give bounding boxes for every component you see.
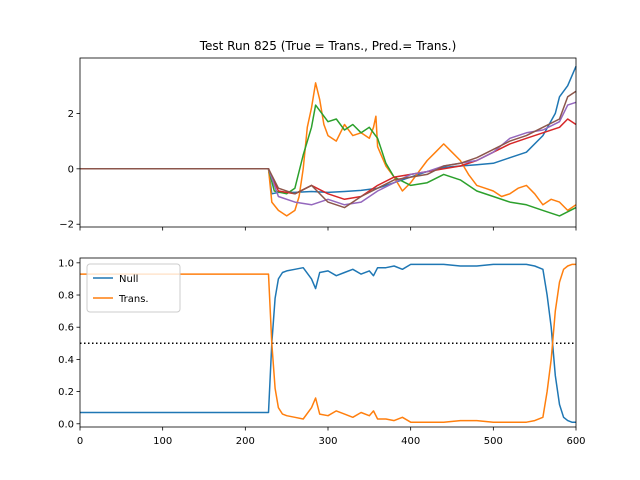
bottom-x-tick-label: 600 xyxy=(566,436,585,447)
bottom-y-tick-label: 0.4 xyxy=(58,355,74,366)
top-panel-series xyxy=(80,66,577,217)
bottom-panel-series xyxy=(80,263,576,423)
legend-label-trans: Trans. xyxy=(118,294,149,305)
top-panel-frame xyxy=(79,57,577,228)
top-y-tick-label: 2 xyxy=(68,109,74,120)
top-series-line-6 xyxy=(80,90,577,209)
top-panel-title: Test Run 825 (True = Trans., Pred.= Tran… xyxy=(199,39,457,53)
bottom-y-tick-label: 1.0 xyxy=(58,258,74,269)
bottom-series-line-null xyxy=(80,263,576,423)
bottom-panel-frame xyxy=(79,257,577,428)
legend-box xyxy=(86,263,181,313)
bottom-y-tick-label: 0.2 xyxy=(58,387,74,398)
bottom-x-tick-label: 500 xyxy=(484,436,503,447)
legend-label-null: Null xyxy=(119,274,138,285)
bottom-y-tick-label: 0.8 xyxy=(58,291,74,302)
bottom-y-tick-label: 0.6 xyxy=(58,323,74,334)
top-panel-axes: −2 0 2 xyxy=(59,109,577,231)
top-series-line-3 xyxy=(80,104,577,217)
bottom-series-line-trans xyxy=(80,263,576,423)
bottom-panel: 0 100 200 300 400 500 600 0.0 0.2 0.4 0.6 0.8 1.0 Nu… xyxy=(58,257,586,447)
bottom-panel-axes: 0 100 200 300 400 500 600 0.0 0.2 0.4 0.6 0.8 1.0 xyxy=(58,258,585,447)
top-y-tick-label: 0 xyxy=(68,164,74,175)
bottom-x-tick-label: 100 xyxy=(153,436,172,447)
bottom-y-tick-label: 0.0 xyxy=(58,419,74,430)
bottom-x-tick-label: 400 xyxy=(401,436,420,447)
top-y-tick-label: −2 xyxy=(59,220,74,231)
bottom-x-tick-label: 0 xyxy=(77,436,83,447)
bottom-x-tick-label: 300 xyxy=(318,436,337,447)
top-panel: Test Run 825 (True = Trans., Pred.= Tran… xyxy=(59,39,577,231)
legend: Null Trans. xyxy=(86,263,181,313)
bottom-x-tick-label: 200 xyxy=(236,436,255,447)
